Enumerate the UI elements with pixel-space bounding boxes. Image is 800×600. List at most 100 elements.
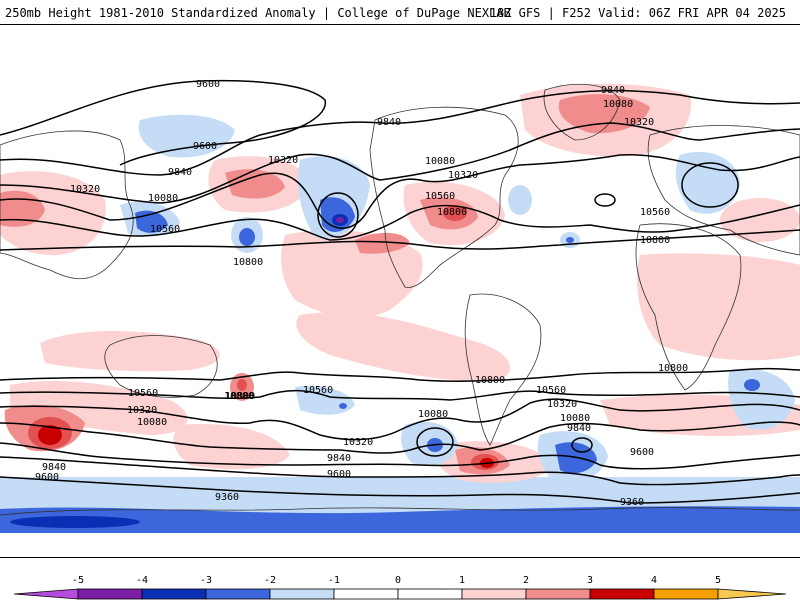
colorbar-label: -1 bbox=[328, 575, 340, 586]
colorbar-label: 4 bbox=[651, 575, 657, 586]
contour-label: 10320 bbox=[127, 405, 157, 416]
contour-sh-9360 bbox=[0, 476, 800, 504]
colorbar-swatch-p4 bbox=[653, 588, 719, 600]
contour-label: 10800 bbox=[233, 257, 263, 268]
contour-label: 9600 bbox=[630, 447, 654, 458]
contour-sh-10560 bbox=[0, 389, 800, 401]
colorbar-swatch-p2 bbox=[525, 588, 591, 600]
shade-scpac-p1 bbox=[296, 312, 510, 381]
shade-atl-n1 bbox=[508, 185, 532, 215]
contour-nh-10800 bbox=[0, 229, 800, 251]
contour-label: 10560 bbox=[640, 207, 670, 218]
coast-south-america bbox=[464, 293, 542, 446]
shade-antarctic-n3 bbox=[10, 516, 140, 528]
contour-label: 10800 bbox=[640, 235, 670, 246]
contour-label: 10560 bbox=[303, 385, 333, 396]
contour-sh-10320 bbox=[0, 398, 800, 441]
contour-labels: 9600 9600 9840 10320 10080 10560 10800 1… bbox=[35, 79, 688, 508]
contour-nh-10080 bbox=[0, 122, 800, 204]
contour-label: 9600 bbox=[35, 472, 59, 483]
colorbar-swatches bbox=[13, 588, 787, 600]
shade-europe-n1 bbox=[675, 151, 740, 214]
shade-greenland-p2 bbox=[558, 94, 650, 134]
colorbar-labels: -5 -4 -3 -2 -1 0 1 2 3 4 5 bbox=[72, 575, 721, 586]
contour-label: 10800 bbox=[224, 391, 254, 402]
colorbar-label: -4 bbox=[136, 575, 148, 586]
shade-cpac-p2 bbox=[355, 232, 410, 254]
shade-nz-p3 bbox=[237, 379, 247, 391]
contour-label: 10320 bbox=[268, 155, 298, 166]
colorbar-label: 3 bbox=[587, 575, 593, 586]
coast-north-america bbox=[369, 106, 519, 288]
contour-label: 9840 bbox=[567, 423, 591, 434]
contour-label: 9840 bbox=[601, 85, 625, 96]
shade-arctic-n1 bbox=[138, 114, 235, 158]
contour-label: 10320 bbox=[448, 170, 478, 181]
contour-label: 10080 bbox=[603, 99, 633, 110]
colorbar: -5 -4 -3 -2 -1 0 1 2 3 4 5 bbox=[13, 575, 787, 600]
contour-label: 9600 bbox=[193, 141, 217, 152]
colorbar-label: 2 bbox=[523, 575, 529, 586]
contour-sh-9840 bbox=[0, 442, 800, 470]
contour-sh-10800 bbox=[0, 367, 800, 382]
contour-label: 9840 bbox=[377, 117, 401, 128]
coast-eurasia bbox=[0, 125, 800, 280]
coast-greenland bbox=[543, 83, 621, 141]
contour-label: 10800 bbox=[658, 363, 688, 374]
contour-label: 9840 bbox=[42, 462, 66, 473]
height-contours bbox=[0, 79, 800, 504]
contour-label: 9600 bbox=[196, 79, 220, 90]
colorbar-label: -2 bbox=[264, 575, 276, 586]
colorbar-label: -5 bbox=[72, 575, 84, 586]
contour-cutoff-atl bbox=[594, 193, 616, 207]
contour-label: 9360 bbox=[620, 497, 644, 508]
shade-sindian-n2 bbox=[744, 379, 760, 391]
colorbar-swatch-p5 bbox=[717, 588, 787, 600]
contour-cutoff-spac bbox=[416, 427, 454, 457]
colorbar-swatch-p3 bbox=[589, 588, 655, 600]
shade-wpac-n2 bbox=[239, 228, 255, 246]
contour-label: 9360 bbox=[215, 492, 239, 503]
contour-nh-10560 bbox=[0, 204, 800, 241]
contour-label: 10560 bbox=[150, 224, 180, 235]
contour-label: 10320 bbox=[547, 399, 577, 410]
contour-cutoff-satl bbox=[571, 437, 593, 453]
contour-label: 9840 bbox=[168, 167, 192, 178]
colorbar-label: 0 bbox=[395, 575, 401, 586]
shade-asia-p1 bbox=[720, 198, 800, 242]
contour-sh-9600 bbox=[0, 456, 800, 486]
colorbar-swatch-n2 bbox=[205, 588, 271, 600]
contour-label: 10080 bbox=[137, 417, 167, 428]
coastlines bbox=[0, 83, 800, 516]
map-panel: 9600 9600 9840 10320 10080 10560 10800 1… bbox=[0, 24, 800, 558]
coast-australia bbox=[104, 335, 218, 398]
contour-label: 10080 bbox=[560, 413, 590, 424]
shade-australia-p1 bbox=[40, 330, 220, 372]
contour-label: 10080 bbox=[148, 193, 178, 204]
contour-label: 10560 bbox=[128, 388, 158, 399]
contour-label: 10560 bbox=[425, 191, 455, 202]
contour-label: 10080 bbox=[418, 409, 448, 420]
colorbar-swatch-n5 bbox=[13, 588, 79, 600]
shade-spac-n4 bbox=[339, 403, 347, 409]
contour-label: 10080 bbox=[425, 156, 455, 167]
contour-cutoff-europe bbox=[681, 162, 739, 208]
contour-nh-9600 bbox=[0, 79, 326, 166]
model-run-info: 18Z GFS | F252 Valid: 06Z FRI APR 04 202… bbox=[489, 6, 786, 20]
colorbar-swatch-n3 bbox=[141, 588, 207, 600]
contour-label: 10800 bbox=[475, 375, 505, 386]
colorbar-swatch-n1 bbox=[269, 588, 335, 600]
shade-atl-n3 bbox=[566, 237, 574, 243]
contour-label: 9840 bbox=[327, 453, 351, 464]
shade-eastpac-n4 bbox=[336, 217, 344, 223]
anomaly-shading bbox=[0, 83, 800, 533]
shade-antarctic-n2 bbox=[0, 506, 800, 533]
map-title: 250mb Height 1981-2010 Standardized Anom… bbox=[5, 6, 511, 20]
contour-cutoff-eastpac bbox=[317, 192, 359, 238]
contour-label: 10800 bbox=[225, 391, 255, 402]
contour-label: 9600 bbox=[327, 469, 351, 480]
colorbar-swatch-n0 bbox=[333, 588, 399, 600]
contour-nh-10320 bbox=[0, 154, 800, 229]
shade-sindian-p4 bbox=[38, 425, 62, 445]
anomaly-map: 9600 9600 9840 10320 10080 10560 10800 1… bbox=[0, 79, 800, 533]
